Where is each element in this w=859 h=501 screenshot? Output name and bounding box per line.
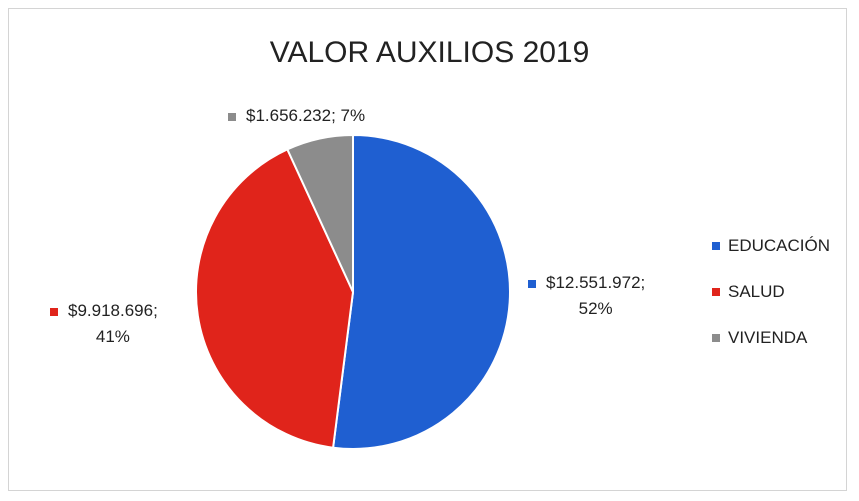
chart-title: VALOR AUXILIOS 2019 — [269, 36, 590, 69]
data-label-salud: $9.918.696; 41% — [50, 298, 158, 350]
pie-slice-educacion — [331, 133, 512, 450]
data-label-swatch — [228, 112, 236, 121]
data-label-percent: 41% — [95, 327, 130, 346]
legend-label: EDUCACIÓN — [728, 236, 831, 255]
data-label-educacion: $12.551.972; 52% — [528, 270, 645, 322]
legend-swatch — [712, 288, 720, 296]
legend-label: VIVIENDA — [728, 328, 808, 347]
data-label-value: $1.656.232; 7% — [246, 106, 366, 125]
pie-slice-vivienda — [286, 133, 354, 293]
chart-legend: EDUCACIÓN SALUD VIVIENDA — [712, 234, 830, 372]
legend-item-vivienda: VIVIENDA — [712, 326, 830, 350]
data-label-vivienda: $1.656.232; 7% — [228, 103, 365, 129]
data-label-value: $12.551.972; — [546, 273, 646, 292]
data-label-swatch — [528, 279, 536, 288]
data-label-swatch — [50, 307, 58, 316]
legend-item-educacion: EDUCACIÓN — [712, 234, 830, 258]
legend-label: SALUD — [728, 282, 785, 301]
legend-swatch — [712, 242, 720, 250]
legend-item-salud: SALUD — [712, 280, 830, 304]
data-label-percent: 52% — [578, 299, 613, 318]
data-label-value: $9.918.696; — [68, 301, 158, 320]
legend-swatch — [712, 334, 720, 342]
pie-slice-salud — [195, 148, 355, 449]
